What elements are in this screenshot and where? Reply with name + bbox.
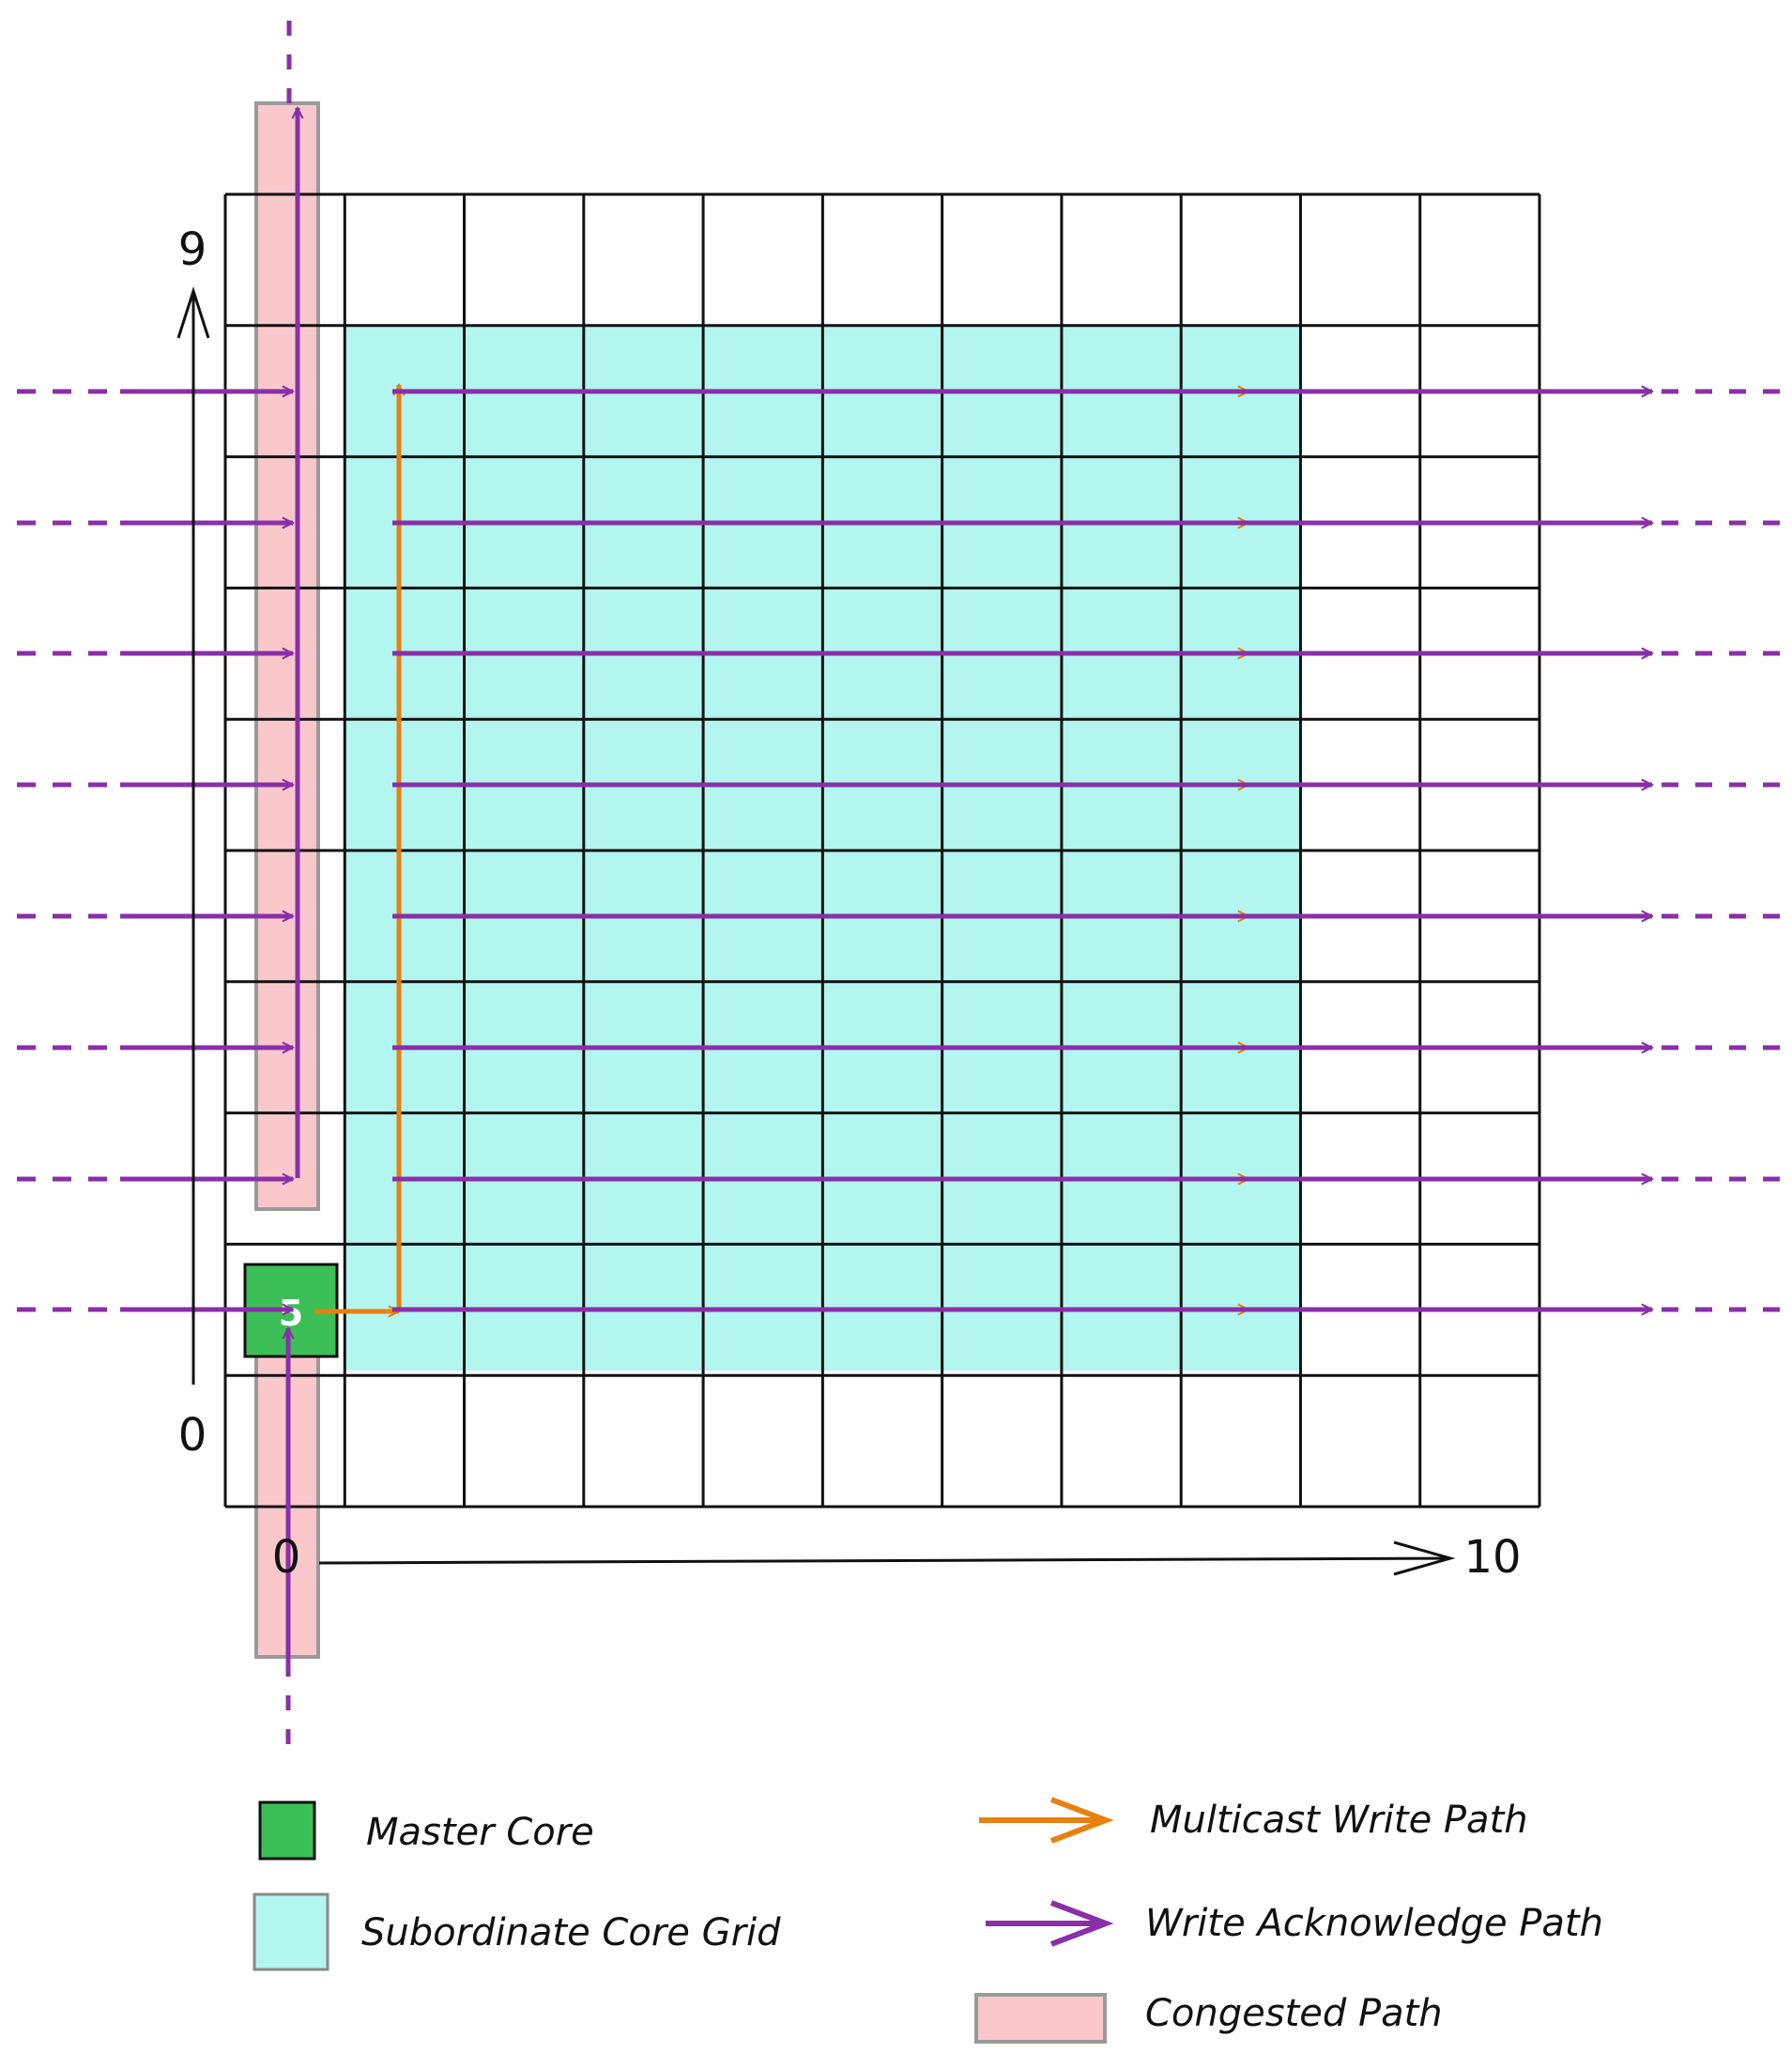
legend-congested-label: Congested Path xyxy=(1145,1992,1443,2035)
y-axis xyxy=(176,286,210,1385)
x-axis-max-label: 10 xyxy=(1463,1531,1521,1584)
legend-subordinate-swatch xyxy=(253,1892,329,1971)
write-acknowledge-path xyxy=(17,13,1788,1746)
legend-master-core-swatch xyxy=(258,1800,316,1861)
legend-multicast-arrowhead xyxy=(1049,1797,1114,1844)
legend-ack-label: Write Acknowledge Path xyxy=(1145,1902,1603,1945)
x-axis xyxy=(318,1540,1456,1576)
legend-multicast-label: Multicast Write Path xyxy=(1150,1799,1528,1842)
legend: Master Core Subordinate Core Grid Multic… xyxy=(253,1797,1603,2044)
core-grid xyxy=(223,192,1541,1509)
x-axis-min-label: 0 xyxy=(272,1531,301,1584)
legend-ack-arrowhead xyxy=(1049,1900,1114,1947)
congested-path-band-upper xyxy=(254,101,320,1211)
y-axis-max-label: 9 xyxy=(178,223,207,276)
legend-subordinate-label: Subordinate Core Grid xyxy=(361,1911,781,1954)
master-core-label: 5 xyxy=(279,1293,303,1334)
y-axis-min-label: 0 xyxy=(178,1409,207,1462)
legend-congested-swatch xyxy=(974,1993,1107,2044)
legend-master-core-label: Master Core xyxy=(366,1811,594,1854)
